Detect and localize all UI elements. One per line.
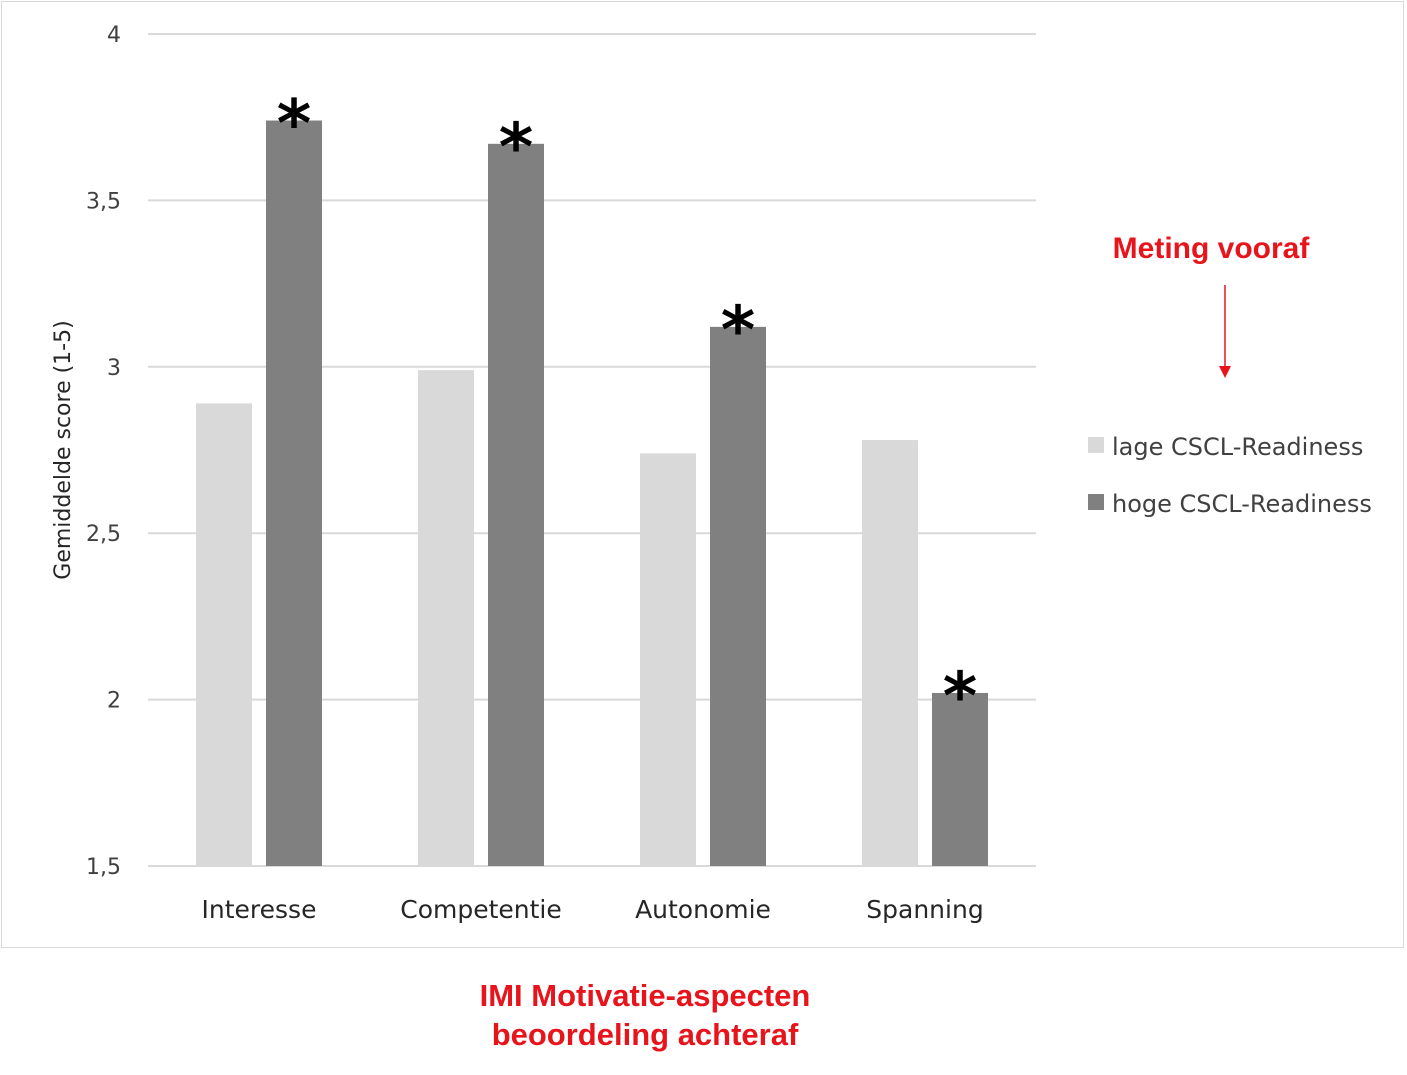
bar-lage-interesse bbox=[196, 403, 252, 866]
bar-lage-autonomie bbox=[640, 453, 696, 866]
y-tick-label: 2,5 bbox=[86, 522, 121, 547]
bar-hoge-competentie bbox=[488, 143, 544, 867]
y-tick-label: 3,5 bbox=[86, 189, 121, 214]
y-tick-label: 3 bbox=[107, 356, 121, 381]
y-tick-label: 1,5 bbox=[86, 855, 121, 880]
bar-lage-competentie bbox=[418, 370, 474, 866]
y-tick-label: 2 bbox=[107, 689, 121, 714]
significance-star: * bbox=[943, 658, 978, 735]
y-axis-ticks: 1,5 2 2,5 3 3,5 4 bbox=[86, 23, 121, 880]
bars bbox=[196, 120, 988, 867]
category-label-autonomie: Autonomie bbox=[635, 895, 771, 924]
bottom-annotation-line2: beoordeling achteraf bbox=[492, 1017, 799, 1052]
bar-hoge-interesse bbox=[266, 120, 322, 866]
legend-swatch-lage bbox=[1088, 437, 1104, 453]
bar-hoge-autonomie bbox=[710, 326, 766, 866]
x-axis-categories: Interesse Competentie Autonomie Spanning bbox=[202, 895, 984, 924]
category-label-interesse: Interesse bbox=[202, 895, 317, 924]
meting-vooraf-label: Meting vooraf bbox=[1113, 232, 1311, 265]
legend-label-hoge: hoge CSCL-Readiness bbox=[1112, 490, 1372, 518]
significance-markers: * * * * bbox=[277, 86, 978, 735]
y-tick-label: 4 bbox=[107, 23, 121, 48]
significance-star: * bbox=[277, 86, 312, 163]
bar-lage-spanning bbox=[862, 440, 918, 866]
significance-star: * bbox=[721, 292, 756, 369]
bottom-annotation-line1: IMI Motivatie-aspecten bbox=[480, 978, 811, 1013]
significance-star: * bbox=[499, 109, 534, 186]
category-label-spanning: Spanning bbox=[866, 895, 983, 924]
y-axis-label: Gemiddelde score (1-5) bbox=[51, 320, 76, 579]
legend-label-lage: lage CSCL-Readiness bbox=[1112, 433, 1363, 461]
category-label-competentie: Competentie bbox=[400, 895, 562, 924]
bar-hoge-spanning bbox=[932, 692, 988, 866]
legend-swatch-hoge bbox=[1088, 494, 1104, 510]
legend: lage CSCL-Readiness hoge CSCL-Readiness bbox=[1088, 433, 1372, 518]
